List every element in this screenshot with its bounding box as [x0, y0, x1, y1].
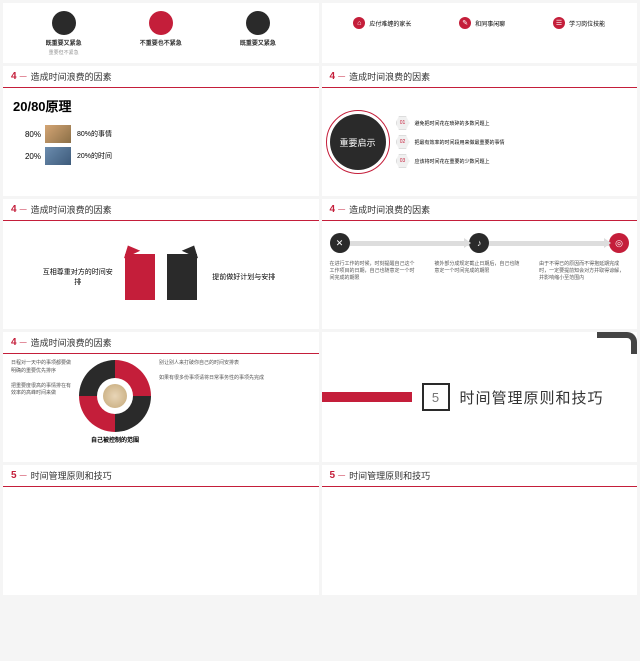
arrow-black [167, 254, 197, 300]
donut-caption: 自己被控制的范围 [79, 435, 151, 444]
circle-icon [149, 11, 173, 35]
slide-arrows: 4—造成时间浪费的因素 互相尊重对方的时间安排 提前做好计划与安排 [3, 199, 319, 329]
example-item: ☰ 学习岗位技能 [553, 17, 605, 29]
pct-label: 80% [13, 130, 41, 139]
slide-pareto: 4—造成时间浪费的因素 20/80原理 80% 80%的事情 20% 20%的时… [3, 66, 319, 196]
section-number: 5 [11, 470, 17, 481]
slide-bottom-left: 5—时间管理原则和技巧 [3, 465, 319, 595]
hint-text: 把最有效率的时间段用来做最重要的事情 [415, 139, 505, 146]
donut-right-text: 如果有很多份事项请将日常事务性的事项先完成 [159, 375, 311, 383]
slide-donut: 4—造成时间浪费的因素 日程对一天中的事项都要做明确的重要优先排序 把重要度很高… [3, 332, 319, 462]
hint-text: 避免把时间花在琐碎的多数问题上 [415, 120, 490, 127]
donut-chart [79, 360, 151, 432]
section-title: 造成时间浪费的因素 [31, 336, 112, 349]
title-bar [322, 392, 412, 402]
clock-image [45, 125, 71, 143]
donut-right-text: 别让别人来打破你自己的时间安排表 [159, 360, 311, 368]
process-node: ✕ [330, 233, 350, 253]
section-number: 4 [11, 337, 17, 348]
hex-badge: 01 [396, 116, 410, 130]
section-title: 时间管理原则和技巧 [349, 469, 430, 482]
circle-icon [246, 11, 270, 35]
slide-bottom-right: 5—时间管理原则和技巧 [322, 465, 638, 595]
arrow-red [125, 254, 155, 300]
section-main-title: 时间管理原则和技巧 [460, 387, 604, 408]
section-number: 4 [330, 204, 336, 215]
slide-priority-matrix: 既重要又紧急 重要但不紧急 不重要也不紧急 既重要又紧急 [3, 3, 319, 63]
process-node: ◎ [609, 233, 629, 253]
flow-arrow [489, 241, 609, 246]
slide-process: 4—造成时间浪费的因素 ✕ ♪ ◎ 在进行工作的时候，时刻提醒自己这个工作项目的… [322, 199, 638, 329]
arrow-label-right: 提前做好计划与安排 [209, 272, 279, 282]
section-title: 造成时间浪费的因素 [31, 203, 112, 216]
arrow-label-left: 互相尊重对方的时间安排 [43, 267, 113, 287]
hint-circle: 重要启示 [330, 114, 386, 170]
circle-icon [52, 11, 76, 35]
hint-point: 02 把最有效率的时间段用来做最重要的事情 [396, 135, 630, 149]
hint-text: 应该将时间花在重要的少数问题上 [415, 158, 490, 165]
people-image [45, 147, 71, 165]
example-item: ✎ 和同事闲聊 [459, 17, 505, 29]
book-icon: ☰ [553, 17, 565, 29]
hex-badge: 03 [396, 154, 410, 168]
slide-hint: 4—造成时间浪费的因素 重要启示 01避免把时间花在琐碎的多数问题上 02把最有… [322, 66, 638, 196]
example-text: 和同事闲聊 [475, 19, 505, 28]
section-number-box: 5 [422, 383, 450, 411]
hint-point: 03 应该将时间花在重要的少数问题上 [396, 154, 630, 168]
pareto-text: 80%的事情 [77, 129, 112, 139]
pareto-row: 80% 80%的事情 [13, 125, 309, 143]
pareto-row: 20% 20%的时间 [13, 147, 309, 165]
process-text: 由于不得已的原因而不得抱延期完成时，一定要提前知会对方并取得谅解，并影响缩小至范… [539, 261, 629, 282]
slide-examples: ⌂ 应付难缠的家长 ✎ 和同事闲聊 ☰ 学习岗位技能 [322, 3, 638, 63]
priority-item: 不重要也不紧急 [120, 11, 202, 47]
process-node: ♪ [469, 233, 489, 253]
priority-item: 既重要又紧急 重要但不紧急 [23, 11, 105, 56]
section-title: 时间管理原则和技巧 [31, 469, 112, 482]
home-icon: ⌂ [353, 17, 365, 29]
priority-item: 既重要又紧急 [217, 11, 299, 47]
hex-badge: 02 [396, 135, 410, 149]
pareto-text: 20%的时间 [77, 151, 112, 161]
corner-decoration [597, 332, 637, 354]
priority-label: 既重要又紧急 [23, 38, 105, 47]
priority-label: 既重要又紧急 [217, 38, 299, 47]
example-text: 学习岗位技能 [569, 19, 605, 28]
section-number: 5 [330, 470, 336, 481]
section-title: 造成时间浪费的因素 [349, 203, 430, 216]
process-text: 在进行工作的时候，时刻提醒自己这个工作项目的日期，自己也随意定一个时间完成的期限 [330, 261, 420, 282]
hint-point: 01 避免把时间花在琐碎的多数问题上 [396, 116, 630, 130]
example-item: ⌂ 应付难缠的家长 [353, 17, 411, 29]
section-number: 4 [330, 71, 336, 82]
priority-sub: 重要但不紧急 [23, 49, 105, 56]
section-number: 4 [11, 71, 17, 82]
example-text: 应付难缠的家长 [369, 19, 411, 28]
pct-label: 20% [13, 152, 41, 161]
section-number: 4 [11, 204, 17, 215]
pareto-title: 20/80原理 [13, 94, 309, 121]
slide-section-title: 5 时间管理原则和技巧 [322, 332, 638, 462]
chat-icon: ✎ [459, 17, 471, 29]
flow-arrow [350, 241, 470, 246]
priority-label: 不重要也不紧急 [120, 38, 202, 47]
donut-left-text: 把重要度很高的事情排在有效率的高峰时间来做 [11, 383, 71, 398]
section-title: 造成时间浪费的因素 [349, 70, 430, 83]
process-text: 被外部分成规定截止日期后，自己也随意定一个时间完成的期限 [434, 261, 524, 282]
section-title: 造成时间浪费的因素 [31, 70, 112, 83]
donut-left-text: 日程对一天中的事项都要做明确的重要优先排序 [11, 360, 71, 375]
